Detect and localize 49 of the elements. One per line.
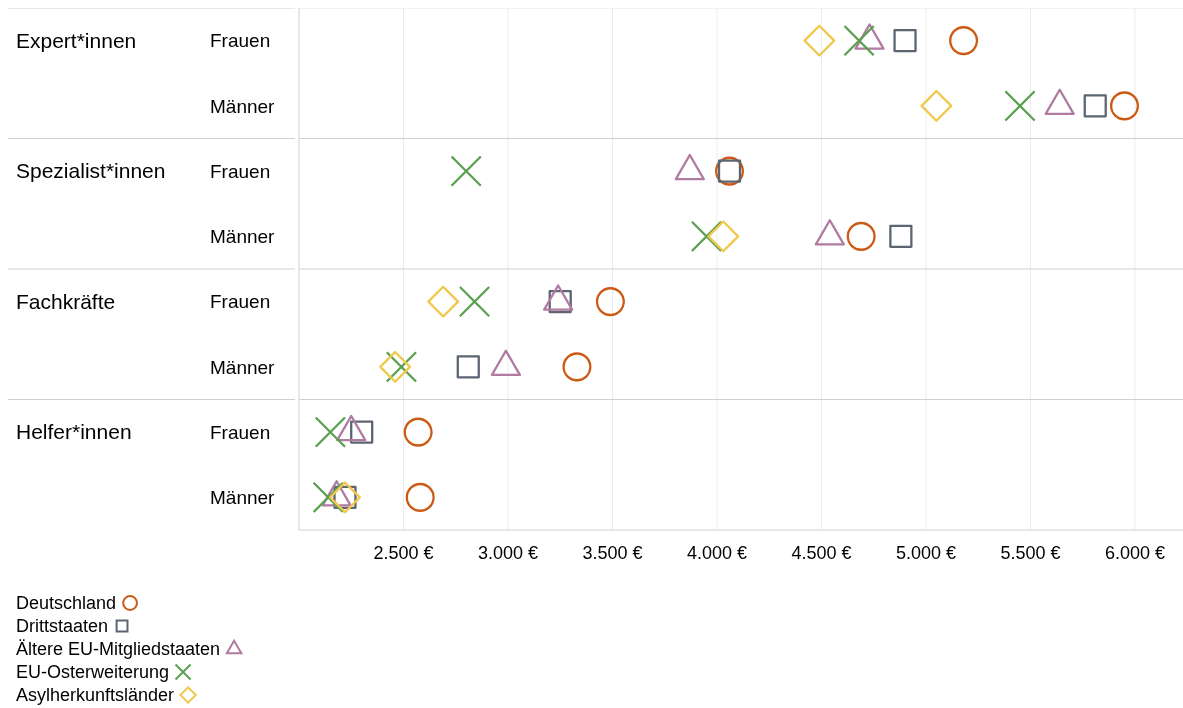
x-tick-label: 4.500 € [791, 543, 852, 564]
point [707, 220, 740, 253]
point [385, 351, 418, 383]
y-tick-label: Frauen [210, 30, 271, 52]
point [889, 224, 913, 249]
point [1083, 94, 1107, 118]
x-tick-label: 5.500 € [1000, 543, 1061, 564]
y-tick-label: Frauen [210, 291, 271, 313]
y-tick-label: Frauen [210, 160, 271, 182]
legend-label: EU-Osterweiterung [16, 662, 170, 683]
point [314, 416, 347, 448]
x-tick-label: 6.000 € [1104, 543, 1165, 564]
y-tick-label: Männer [210, 487, 276, 509]
point [893, 28, 917, 53]
legend-label: Asylherkunftsländer [16, 685, 175, 706]
point [846, 221, 876, 251]
point [456, 355, 480, 379]
point [450, 155, 482, 187]
point [458, 285, 491, 318]
point [379, 350, 412, 383]
legend-label: Ältere EU-Mitgliedstaaten [16, 639, 221, 660]
point [949, 26, 979, 56]
text: Fachkräfte [16, 289, 116, 313]
y-tick-label: Männer [210, 95, 276, 117]
point [920, 89, 953, 122]
legend-label: Deutschland [16, 593, 117, 614]
x-tick-label: 3.500 € [582, 543, 643, 564]
point [1004, 90, 1036, 122]
text: Expert*innen [16, 28, 137, 52]
text: Helfer*innen [16, 420, 132, 444]
point [427, 285, 460, 318]
y-tick-label: Männer [210, 356, 276, 378]
point [803, 24, 836, 57]
y-tick-label: Frauen [210, 421, 271, 443]
point [690, 220, 723, 253]
text: Spezialist*innen [16, 159, 166, 183]
point [1109, 91, 1139, 121]
point [595, 287, 625, 317]
point [405, 482, 435, 512]
y-tick-label: Männer [210, 226, 276, 248]
x-tick-label: 4.000 € [686, 543, 747, 564]
point [843, 24, 875, 57]
x-tick-label: 2.500 € [373, 543, 434, 564]
x-tick-label: 5.000 € [895, 543, 956, 564]
x-tick-label: 3.000 € [477, 543, 539, 564]
point [403, 417, 433, 447]
point [562, 352, 592, 382]
point [312, 481, 345, 514]
legend-label: Drittstaaten [16, 616, 109, 637]
